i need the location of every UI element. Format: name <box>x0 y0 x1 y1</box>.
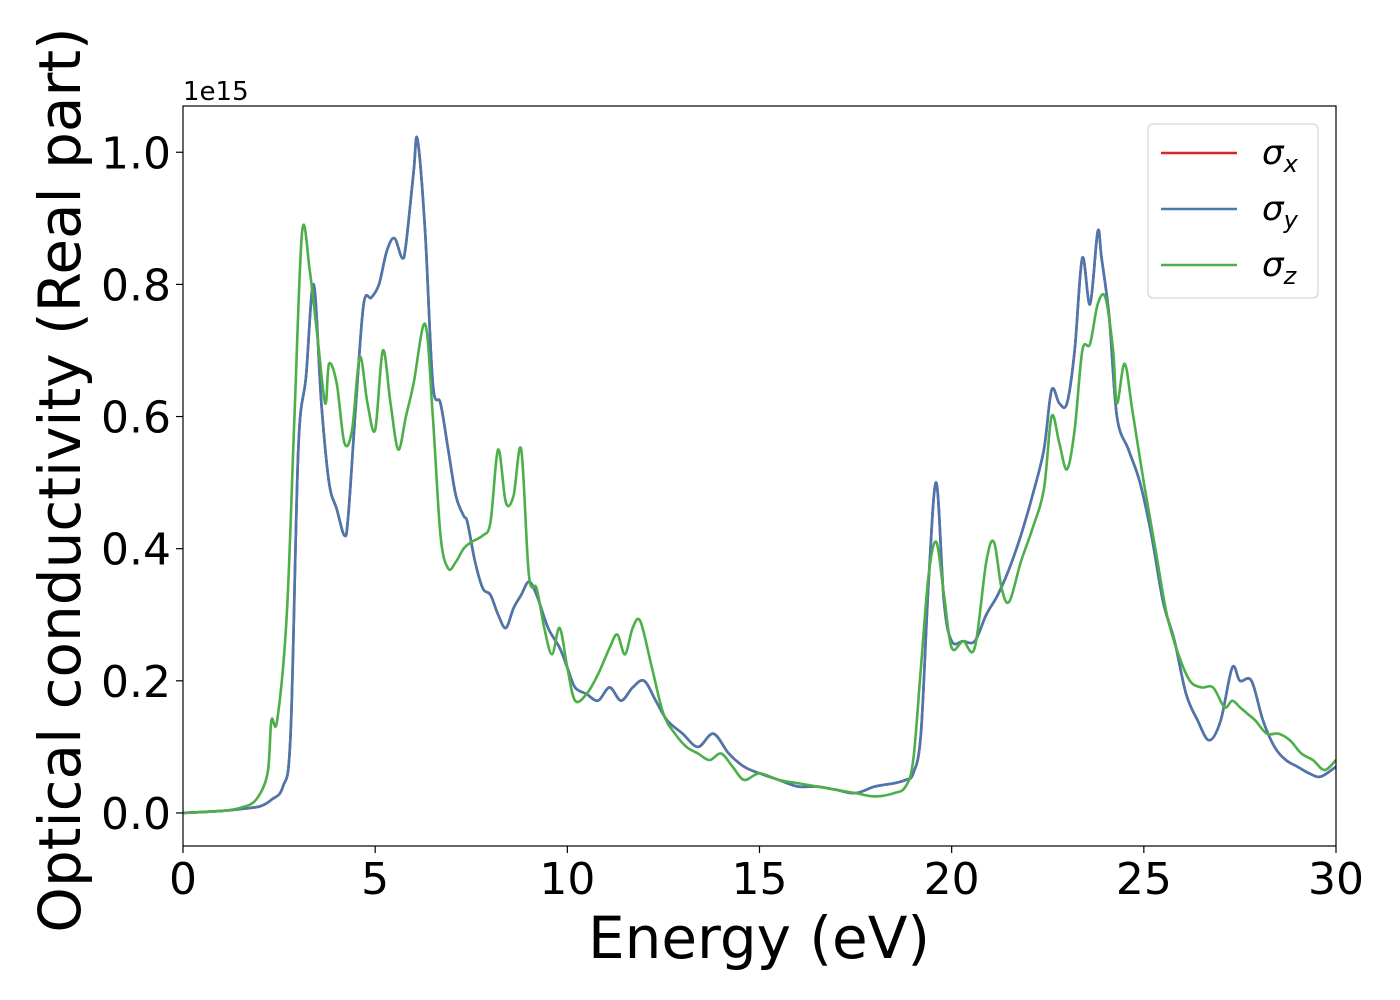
series-line-z <box>183 223 1336 815</box>
x-tick-label: 5 <box>361 854 389 905</box>
x-tick-label: 20 <box>924 854 980 905</box>
x-tick-label: 15 <box>732 854 788 905</box>
x-axis-label: Energy (eV) <box>588 904 930 972</box>
y-axis: 0.0 0.2 0.4 0.6 0.8 1.0 <box>101 128 183 840</box>
y-tick-label: 0.8 <box>101 260 171 311</box>
x-tick-label: 0 <box>169 854 197 905</box>
plot-lines <box>183 135 1336 815</box>
y-tick-label: 0.4 <box>101 525 171 576</box>
y-tick-label: 1.0 <box>101 128 171 179</box>
x-tick-label: 25 <box>1116 854 1172 905</box>
x-tick-label: 30 <box>1308 854 1364 905</box>
y-tick-label: 0.0 <box>101 789 171 840</box>
y-tick-label: 0.6 <box>101 393 171 444</box>
series-line-y <box>183 135 1336 815</box>
y-tick-label: 0.2 <box>101 657 171 708</box>
y-axis-label: Optical conductivity (Real part) <box>26 27 94 932</box>
x-tick-label: 10 <box>539 854 595 905</box>
legend-box <box>1147 123 1319 299</box>
x-axis: 0 5 10 15 20 25 30 <box>169 846 1364 905</box>
offset-label: 1e15 <box>183 77 249 107</box>
